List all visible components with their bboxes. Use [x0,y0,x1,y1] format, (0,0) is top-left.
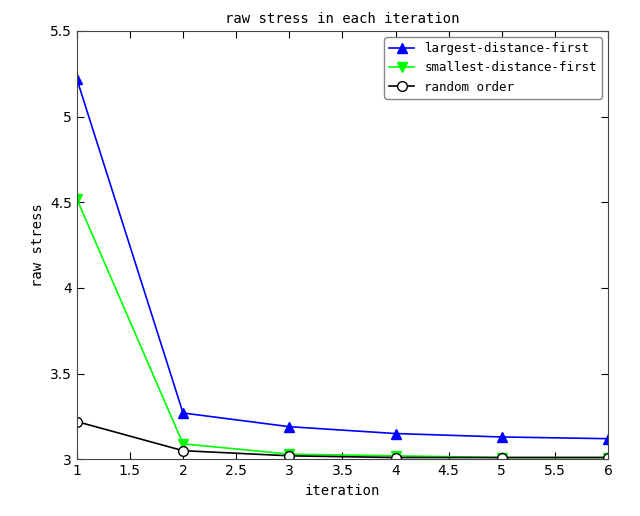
smallest-distance-first [498,455,506,461]
largest-distance-first [179,410,187,416]
X-axis label: iteration: iteration [305,483,380,497]
smallest-distance-first [73,196,81,202]
random order [392,455,399,461]
smallest-distance-first [604,455,612,461]
smallest-distance-first [392,453,399,459]
Title: raw stress in each iteration: raw stress in each iteration [225,12,460,26]
Line: smallest-distance-first: smallest-distance-first [72,194,613,462]
largest-distance-first [285,424,293,430]
Line: random order: random order [72,417,613,462]
Legend: largest-distance-first, smallest-distance-first, random order: largest-distance-first, smallest-distanc… [384,37,602,99]
largest-distance-first [604,436,612,442]
smallest-distance-first [179,441,187,447]
largest-distance-first [498,434,506,440]
random order [604,455,612,461]
largest-distance-first [392,430,399,437]
Y-axis label: raw stress: raw stress [31,203,45,287]
random order [73,418,81,425]
smallest-distance-first [285,451,293,457]
random order [498,455,506,461]
random order [179,447,187,454]
Line: largest-distance-first: largest-distance-first [72,74,613,444]
random order [285,453,293,459]
largest-distance-first [73,76,81,82]
